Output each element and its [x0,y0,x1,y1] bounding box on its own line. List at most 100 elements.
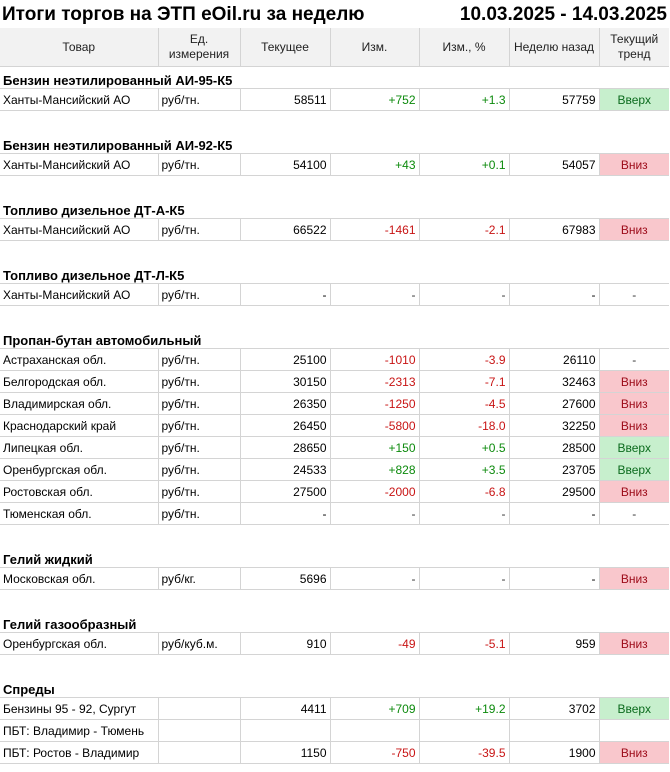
header-unit: Ед. измерения [157,28,240,67]
trend-badge: Вниз [598,632,669,655]
trend-badge: - [598,348,669,371]
region-cell: ПБТ: Владимир - Тюмень [0,719,158,742]
week-ago-cell: 1900 [508,741,599,764]
unit-cell: руб/куб.м. [157,632,240,655]
week-ago-cell: 3702 [508,697,599,720]
table-row: Ханты-Мансийский АО руб/тн. - - - - - [0,283,669,306]
change-cell: -750 [329,741,419,764]
unit-cell: руб/тн. [157,480,240,503]
trend-badge [598,719,669,742]
change-percent-cell: -6.8 [418,480,509,503]
region-cell: Тюменская обл. [0,502,158,525]
region-cell: Владимирская обл. [0,392,158,415]
change-cell: - [329,283,419,306]
change-cell: -5800 [329,414,419,437]
current-value-cell: 28650 [239,436,330,459]
unit-cell: руб/тн. [157,502,240,525]
current-value-cell: 1150 [239,741,330,764]
section-spacer [0,241,669,263]
header-current: Текущее [239,28,330,67]
table-row: Ханты-Мансийский АО руб/тн. 58511 +752 +1.3 5… [0,88,669,111]
change-cell: -2000 [329,480,419,503]
current-value-cell: 58511 [239,88,330,111]
region-cell: Ханты-Мансийский АО [0,153,158,176]
trend-badge: - [598,283,669,306]
section-header-row: Гелий жидкий [0,546,669,568]
current-value-cell: 26450 [239,414,330,437]
change-percent-cell: - [418,502,509,525]
change-cell: +828 [329,458,419,481]
current-value-cell: 54100 [239,153,330,176]
week-ago-cell: - [508,502,599,525]
trading-results-table: Товар Ед. измерения Текущее Изм. Изм., %… [0,28,669,764]
week-ago-cell: 23705 [508,458,599,481]
section-header-row: Топливо дизельное ДТ-Л-К5 [0,262,669,284]
table-row: Ханты-Мансийский АО руб/тн. 66522 -1461 -2.1… [0,218,669,241]
change-cell: -1461 [329,218,419,241]
change-percent-cell: +3.5 [418,458,509,481]
week-ago-cell [508,719,599,742]
section-spacer [0,655,669,677]
spacer-cell [0,111,669,133]
week-ago-cell: 57759 [508,88,599,111]
spacer-cell [0,590,669,612]
current-value-cell: - [239,283,330,306]
week-ago-cell: 29500 [508,480,599,503]
table-row: Московская обл. руб/кг. 5696- - - Вниз [0,567,669,590]
table-row: Липецкая обл. руб/тн. 28650 +150 +0.5 28500 Вв… [0,436,669,459]
change-percent-cell: -3.9 [418,348,509,371]
change-cell: +150 [329,436,419,459]
spacer-cell [0,655,669,677]
change-percent-cell: - [418,567,509,590]
spacer-cell [0,176,669,198]
region-cell: Краснодарский край [0,414,158,437]
unit-cell: руб/тн. [157,458,240,481]
table-row: Астраханская обл. руб/тн. 25100 -1010 -3.9 26… [0,348,669,371]
week-ago-cell: 26110 [508,348,599,371]
trend-badge: Вверх [598,458,669,481]
region-cell: Московская обл. [0,567,158,590]
change-cell: +752 [329,88,419,111]
section-title: Гелий газообразный [0,611,669,633]
section-title: Спреды [0,676,669,698]
report-period: 10.03.2025 - 14.03.2025 [459,4,667,25]
trend-badge: Вверх [598,436,669,459]
unit-cell: руб/тн. [157,392,240,415]
table-header-row: Товар Ед. измерения Текущее Изм. Изм., %… [0,28,669,67]
region-cell: Бензины 95 - 92, Сургут [0,697,158,720]
unit-cell: руб/тн. [157,283,240,306]
region-cell: Астраханская обл. [0,348,158,371]
header-week-ago: Неделю назад [508,28,599,67]
report-title: Итоги торгов на ЭТП eOil.ru за неделю [2,4,365,25]
spacer-cell [0,306,669,328]
unit-cell [157,719,240,742]
unit-cell: руб/тн. [157,348,240,371]
change-percent-cell: +0.5 [418,436,509,459]
change-percent-cell: -7.1 [418,370,509,393]
trend-badge: Вниз [598,741,669,764]
current-value-cell: 5696 [239,567,330,590]
current-value-cell: 24533 [239,458,330,481]
change-percent-cell: -39.5 [418,741,509,764]
change-percent-cell: +0.1 [418,153,509,176]
change-cell: +43 [329,153,419,176]
table-row: Оренбургская обл. руб/куб.м. 910 -49 -5.1 959… [0,632,669,655]
table-row: Ростовская обл. руб/тн. 27500 -2000 -6.8 2950… [0,480,669,503]
region-cell: Оренбургская обл. [0,632,158,655]
table-row: Ханты-Мансийский АО руб/тн. 54100 +43 +0.1 54… [0,153,669,176]
current-value-cell: 910 [239,632,330,655]
week-ago-cell: 32463 [508,370,599,393]
change-cell: - [329,502,419,525]
current-value-cell: 25100 [239,348,330,371]
region-cell: Ростовская обл. [0,480,158,503]
unit-cell: руб/кг. [157,567,240,590]
change-cell: -2313 [329,370,419,393]
table-row: Оренбургская обл. руб/тн. 24533 +828 +3.5 237… [0,458,669,481]
change-cell: +709 [329,697,419,720]
region-cell: ПБТ: Ростов - Владимир [0,741,158,764]
table-row: Краснодарский край руб/тн. 26450 -5800 -18.0… [0,414,669,437]
spacer-cell [0,241,669,263]
trend-badge: Вниз [598,567,669,590]
header-change-percent: Изм., % [418,28,509,67]
change-percent-cell: -18.0 [418,414,509,437]
